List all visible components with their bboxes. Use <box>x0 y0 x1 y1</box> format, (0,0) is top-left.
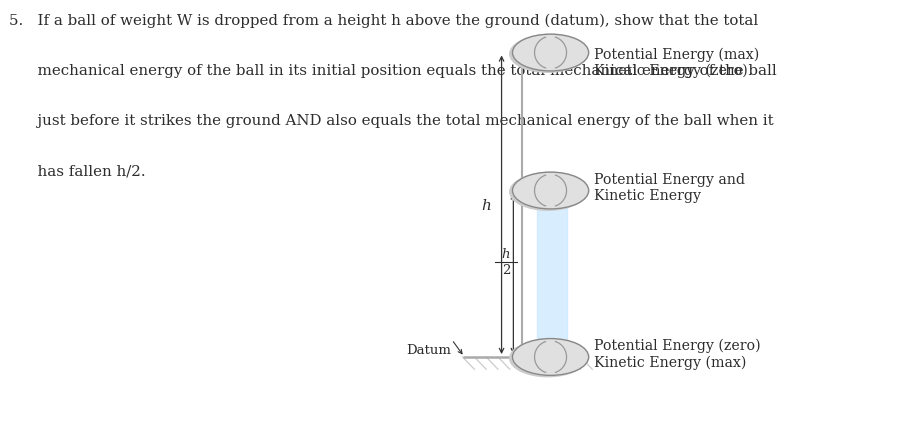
Circle shape <box>512 339 589 375</box>
Text: Kinetic Energy (zero): Kinetic Energy (zero) <box>594 64 748 78</box>
Text: 5.   If a ball of weight W is dropped from a height h above the ground (datum), : 5. If a ball of weight W is dropped from… <box>9 13 758 28</box>
Circle shape <box>512 34 589 71</box>
Circle shape <box>510 340 586 377</box>
Circle shape <box>512 172 589 209</box>
Text: Potential Energy and: Potential Energy and <box>594 173 745 187</box>
Text: Potential Energy (zero): Potential Energy (zero) <box>594 339 761 353</box>
Text: Kinetic Energy (max): Kinetic Energy (max) <box>594 355 746 370</box>
Text: has fallen h/2.: has fallen h/2. <box>9 164 146 178</box>
Text: Datum: Datum <box>406 344 451 357</box>
Text: 2: 2 <box>502 264 511 277</box>
Text: mechanical energy of the ball in its initial position equals the total mechanica: mechanical energy of the ball in its ini… <box>9 64 776 78</box>
Text: Potential Energy (max): Potential Energy (max) <box>594 48 759 62</box>
Text: h: h <box>502 247 511 261</box>
Text: h: h <box>481 199 491 213</box>
Text: Kinetic Energy: Kinetic Energy <box>594 189 701 203</box>
Circle shape <box>510 173 586 210</box>
Text: just before it strikes the ground AND also equals the total mechanical energy of: just before it strikes the ground AND al… <box>9 114 774 128</box>
Bar <box>537 191 567 357</box>
Circle shape <box>510 35 586 72</box>
